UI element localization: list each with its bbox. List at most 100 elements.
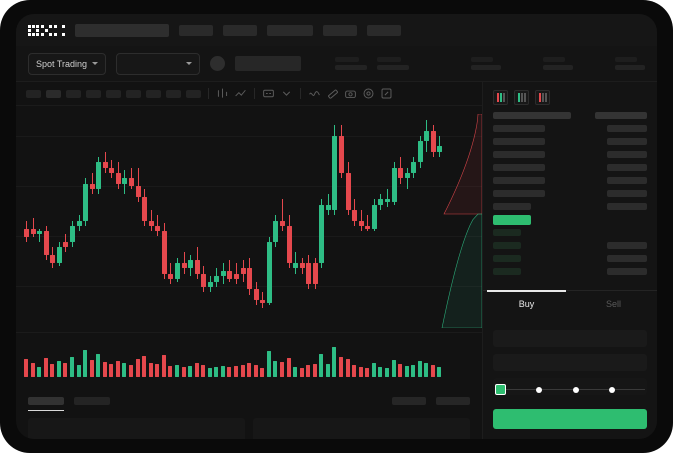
volume-bar [37,366,42,377]
line-chart-icon[interactable] [234,87,247,100]
order-book-row[interactable] [493,176,647,185]
nav-item-1[interactable] [179,24,213,36]
candle-body [424,130,430,142]
nav-item-2[interactable] [223,24,257,36]
submit-order-button[interactable] [493,409,647,429]
stepper-line [578,389,609,390]
order-book-row[interactable] [493,189,647,198]
orderbook-both-icon[interactable] [493,90,508,105]
stepper-line [614,389,645,390]
interval-button-3[interactable] [66,89,81,98]
interval-button-9[interactable] [186,89,201,98]
stepper-dot-4[interactable] [608,386,615,393]
candle-body [50,255,56,263]
stepper-dot-3[interactable] [572,386,579,393]
volume-bar [286,358,291,377]
candle-body [266,241,272,303]
volume-bar [398,363,403,377]
volume-series [24,333,444,390]
order-book-row[interactable] [493,111,647,120]
nav-item-5[interactable] [367,24,401,36]
candle-body [332,135,338,211]
wave-icon[interactable] [308,87,321,100]
interval-button-8[interactable] [166,89,181,98]
order-amount-field[interactable] [493,354,647,371]
candle-body [201,273,207,287]
fullscreen-icon[interactable] [380,87,393,100]
volume-bar [240,364,245,377]
order-book-row[interactable] [493,137,647,146]
interval-button-1[interactable] [26,89,41,98]
volume-bar [142,356,147,377]
interval-button-6[interactable] [126,89,141,98]
buy-sell-tab-bar: Buy Sell [483,290,657,316]
bottom-tab-1[interactable] [28,397,64,411]
camera-icon[interactable] [344,87,357,100]
volume-chart [16,332,482,390]
volume-bar [181,366,186,377]
candle-body [69,225,75,242]
candle-body [227,270,233,279]
order-book-row[interactable] [493,254,647,263]
orderbook-bids-icon[interactable] [514,90,529,105]
order-total-field[interactable] [493,378,647,395]
chart-gridline [16,236,482,237]
order-book-row[interactable] [493,163,647,172]
bottom-tab-2[interactable] [74,397,110,405]
stepper-dot-1[interactable] [495,384,506,395]
order-book-row[interactable] [493,150,647,159]
order-book-row[interactable] [493,214,647,225]
nav-item-4[interactable] [323,24,357,36]
orderbook-asks-icon[interactable] [535,90,550,105]
stepper-dot-2[interactable] [536,386,543,393]
volume-bar [115,361,120,377]
trading-pair-selector[interactable] [116,52,200,75]
volume-bar [312,363,317,377]
candlestick-chart-icon[interactable] [216,87,229,100]
candle-body [161,231,167,274]
bottom-control-1[interactable] [392,397,426,405]
chevron-down-icon[interactable] [280,87,293,100]
interval-button-2[interactable] [46,89,61,98]
order-book-row[interactable] [493,267,647,276]
volume-bar [201,364,206,377]
chevron-down-icon [92,62,99,65]
interval-button-7[interactable] [146,89,161,98]
volume-bar [83,349,88,377]
nav-item-3[interactable] [267,24,313,36]
candle-wick [104,151,106,173]
indicators-icon[interactable] [262,87,275,100]
volume-bar [404,365,409,377]
order-book-row[interactable] [493,228,647,237]
order-book-row[interactable] [493,241,647,250]
tab-buy[interactable]: Buy [483,290,570,316]
volume-bar [260,367,265,377]
order-price-field[interactable] [493,330,647,347]
interval-button-5[interactable] [106,89,121,98]
volume-bar [358,366,363,377]
bottom-panel-left[interactable] [28,418,245,439]
trading-mode-selector[interactable]: Spot Trading [28,52,106,75]
ruler-icon[interactable] [326,87,339,100]
okx-logo[interactable] [28,24,65,36]
price-chart[interactable] [16,106,482,332]
candle-wick [229,260,231,282]
search-input[interactable] [75,23,169,37]
interval-button-4[interactable] [86,89,101,98]
candle-wick [281,199,283,232]
volume-bar [227,366,232,377]
order-book-row[interactable] [493,202,647,211]
candle-body [155,225,161,232]
candle-body [417,141,423,163]
volume-bar [220,365,225,377]
stat-4 [543,57,573,70]
order-book-row[interactable] [493,124,647,133]
volume-bar [345,359,350,377]
stat-4-value [543,65,573,70]
stepper-line [542,389,573,390]
settings-icon[interactable] [362,87,375,100]
bottom-control-2[interactable] [436,397,470,405]
bottom-panel-right[interactable] [253,418,470,439]
candle-body [129,178,134,187]
tab-sell[interactable]: Sell [570,291,657,316]
